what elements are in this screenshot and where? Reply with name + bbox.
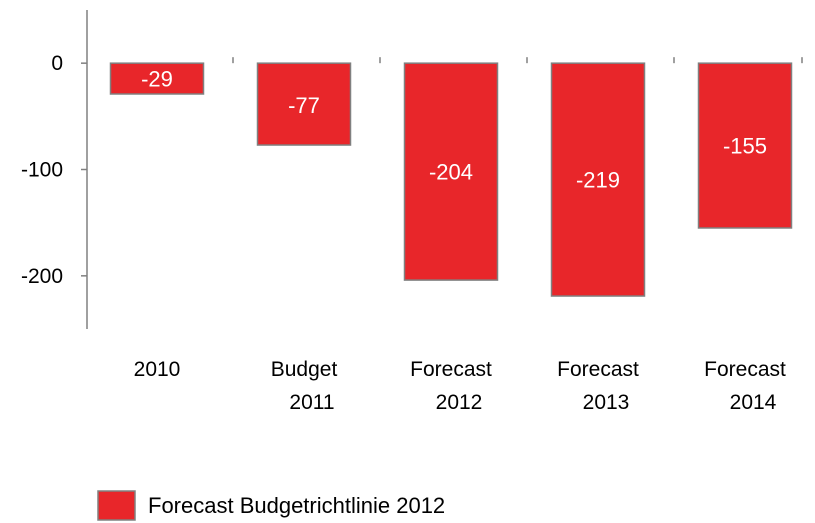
category-label: Forecast [410, 358, 492, 381]
category-label: Forecast [557, 358, 639, 381]
category-label: 2013 [583, 391, 630, 414]
data-label: -155 [723, 134, 767, 159]
data-label: -219 [576, 168, 620, 193]
data-label: -204 [429, 160, 473, 185]
labels-group: -29 2010 -77 Budget 2011 -204 Forecast 2012 -219… [134, 67, 786, 414]
category-label: 2010 [134, 358, 181, 381]
y-tick-label: -200 [21, 265, 63, 288]
y-tick-label: 0 [51, 52, 63, 75]
legend-label: Forecast Budgetrichtlinie 2012 [148, 493, 445, 518]
bar [550, 62, 646, 297]
data-label: -77 [288, 93, 320, 118]
category-label: 2011 [289, 391, 334, 414]
category-label: Forecast [704, 358, 786, 381]
category-label: 2012 [436, 391, 483, 414]
bar [697, 62, 793, 229]
category-label: Budget [271, 358, 338, 381]
axes: 0 -100 -200 [21, 10, 803, 329]
legend: Forecast Budgetrichtlinie 2012 [97, 490, 445, 521]
legend-swatch [97, 490, 136, 521]
bars-group [109, 62, 793, 297]
bar [256, 62, 352, 146]
bar [109, 62, 205, 95]
y-tick-label: -100 [21, 159, 63, 182]
bar [403, 62, 499, 281]
category-label: 2014 [730, 391, 777, 414]
data-label: -29 [141, 67, 173, 92]
